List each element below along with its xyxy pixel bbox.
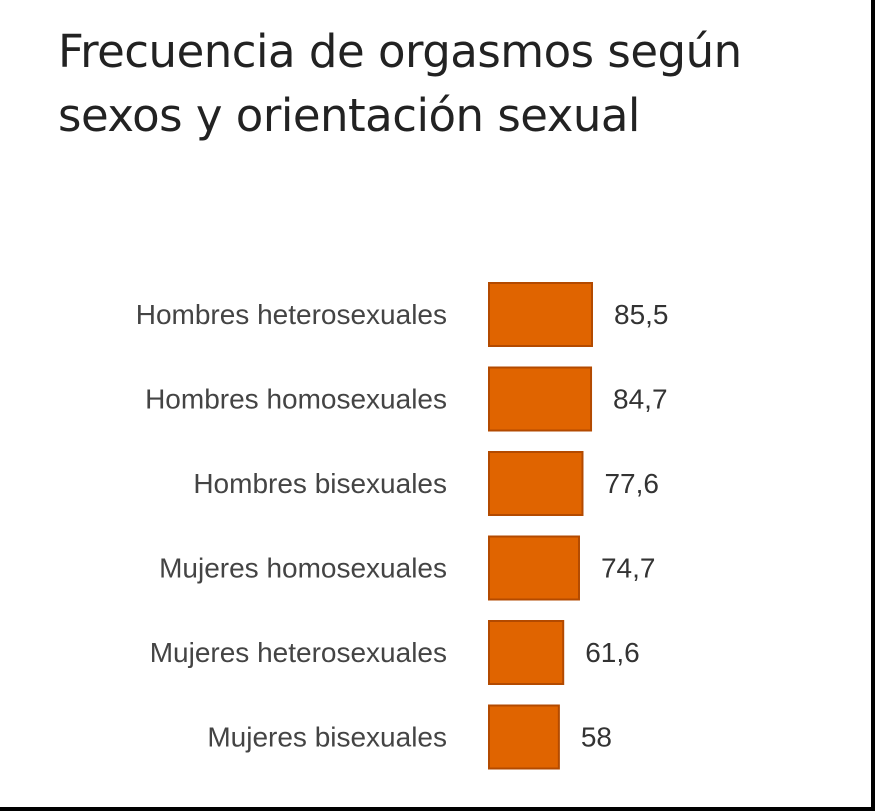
category-label: Mujeres bisexuales: [207, 722, 447, 753]
value-label: 74,7: [601, 553, 656, 584]
value-label: 84,7: [613, 384, 668, 415]
bar: [488, 282, 593, 347]
chart-title: Frecuencia de orgasmos según sexos y ori…: [58, 25, 742, 142]
bar: [488, 620, 565, 685]
bar: [488, 451, 584, 516]
bar: [488, 704, 560, 770]
category-label: Hombres homosexuales: [145, 384, 447, 415]
category-label: Hombres heterosexuales: [136, 299, 447, 330]
value-label: 61,6: [585, 637, 640, 668]
bar: [488, 366, 593, 432]
bar: [488, 535, 580, 601]
value-label: 77,6: [604, 468, 659, 499]
value-label: 58: [581, 722, 612, 753]
category-label: Mujeres heterosexuales: [150, 637, 447, 668]
value-label: 85,5: [614, 299, 669, 330]
category-label: Hombres bisexuales: [193, 468, 447, 499]
category-label: Mujeres homosexuales: [159, 553, 447, 584]
